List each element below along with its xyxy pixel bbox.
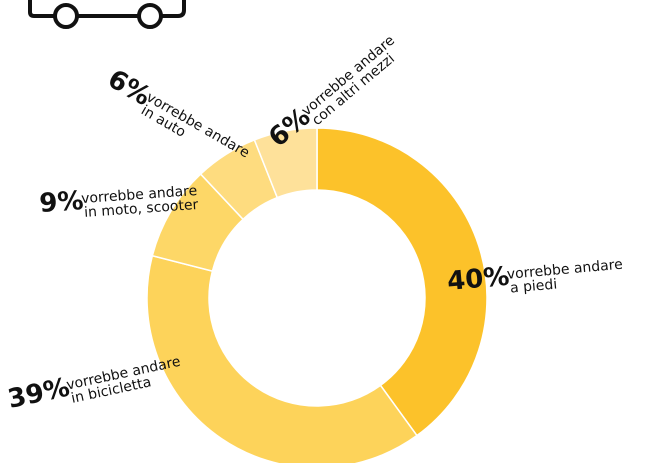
value-label: 9% xyxy=(38,186,84,219)
donut-segment xyxy=(316,127,488,437)
donut-segment xyxy=(146,254,418,463)
category-label: in moto, scooter xyxy=(84,197,199,221)
donut-segment xyxy=(253,127,318,199)
value-label: 40% xyxy=(446,262,511,297)
value-label: 39% xyxy=(5,373,72,415)
car-icon xyxy=(28,0,186,29)
category-label: vorrebbe andare xyxy=(299,32,398,119)
category-label: a piedi xyxy=(509,276,557,296)
